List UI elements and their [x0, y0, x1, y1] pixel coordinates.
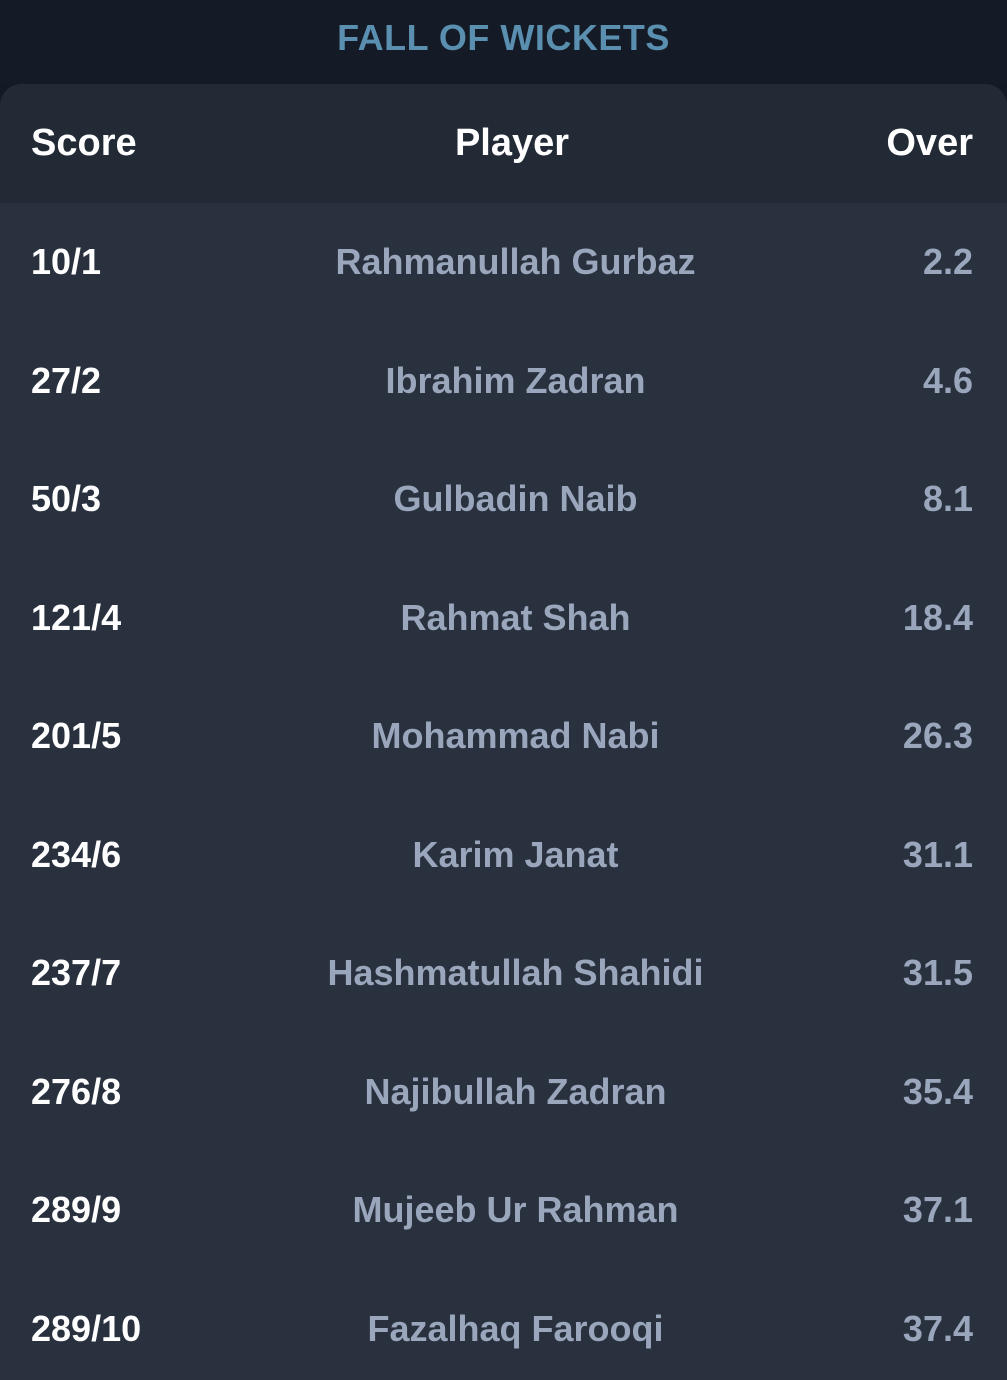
score-cell: 234/6: [31, 833, 122, 875]
score-cell: 201/5: [31, 715, 122, 756]
over-cell: 37.4: [902, 1307, 973, 1349]
table-row: 276/8 Najibullah Zadran 35.4: [0, 1033, 1007, 1152]
table-body: 10/1 Rahmanullah Gurbaz 2.2 27/2 Ibrahim…: [0, 203, 1007, 1380]
player-cell: Najibullah Zadran: [364, 1070, 667, 1112]
table-row: 289/10 Fazalhaq Farooqi 37.4: [0, 1270, 1007, 1380]
over-cell: 35.4: [902, 1070, 973, 1112]
column-header-over: Over: [886, 122, 973, 164]
over-cell: 2.2: [922, 241, 973, 282]
table-row: 50/3 Gulbadin Naib 8.1: [0, 440, 1007, 559]
table-row: 121/4 Rahmat Shah 18.4: [0, 559, 1007, 678]
player-cell: Mujeeb Ur Rahman: [352, 1189, 679, 1230]
score-cell: 289/10: [31, 1307, 142, 1349]
player-cell: Gulbadin Naib: [393, 478, 638, 519]
player-cell: Hashmatullah Shahidi: [327, 952, 704, 993]
section-title: FALL OF WICKETS: [337, 17, 670, 58]
player-cell: Rahmanullah Gurbaz: [335, 241, 696, 282]
score-cell: 289/9: [31, 1189, 122, 1230]
table-row: 27/2 Ibrahim Zadran 4.6: [0, 322, 1007, 441]
score-cell: 27/2: [31, 359, 102, 401]
table-row: 201/5 Mohammad Nabi 26.3: [0, 677, 1007, 796]
player-cell: Fazalhaq Farooqi: [367, 1307, 664, 1349]
column-header-score: Score: [31, 122, 137, 164]
table-row: 289/9 Mujeeb Ur Rahman 37.1: [0, 1151, 1007, 1270]
fall-of-wickets-table: Score Player Over 10/1 Rahmanullah Gurba…: [0, 84, 1007, 1380]
table-row: 10/1 Rahmanullah Gurbaz 2.2: [0, 203, 1007, 322]
table-header: Score Player Over: [0, 84, 1007, 203]
player-cell: Ibrahim Zadran: [385, 359, 646, 401]
over-cell: 4.6: [922, 359, 973, 401]
score-cell: 10/1: [31, 241, 102, 282]
score-cell: 50/3: [31, 478, 102, 519]
over-cell: 31.1: [902, 833, 973, 875]
over-cell: 18.4: [902, 596, 973, 638]
over-cell: 31.5: [902, 952, 973, 993]
title-bar: FALL OF WICKETS: [0, 0, 1007, 84]
table-row: 234/6 Karim Janat 31.1: [0, 796, 1007, 915]
player-cell: Mohammad Nabi: [371, 715, 660, 756]
player-cell: Rahmat Shah: [400, 596, 631, 638]
column-header-player: Player: [454, 122, 570, 164]
score-cell: 237/7: [31, 952, 122, 993]
over-cell: 8.1: [922, 478, 973, 519]
score-cell: 121/4: [31, 596, 122, 638]
table-row: 237/7 Hashmatullah Shahidi 31.5: [0, 914, 1007, 1033]
player-cell: Karim Janat: [412, 833, 619, 875]
score-cell: 276/8: [31, 1070, 122, 1112]
over-cell: 26.3: [902, 715, 973, 756]
over-cell: 37.1: [902, 1189, 973, 1230]
